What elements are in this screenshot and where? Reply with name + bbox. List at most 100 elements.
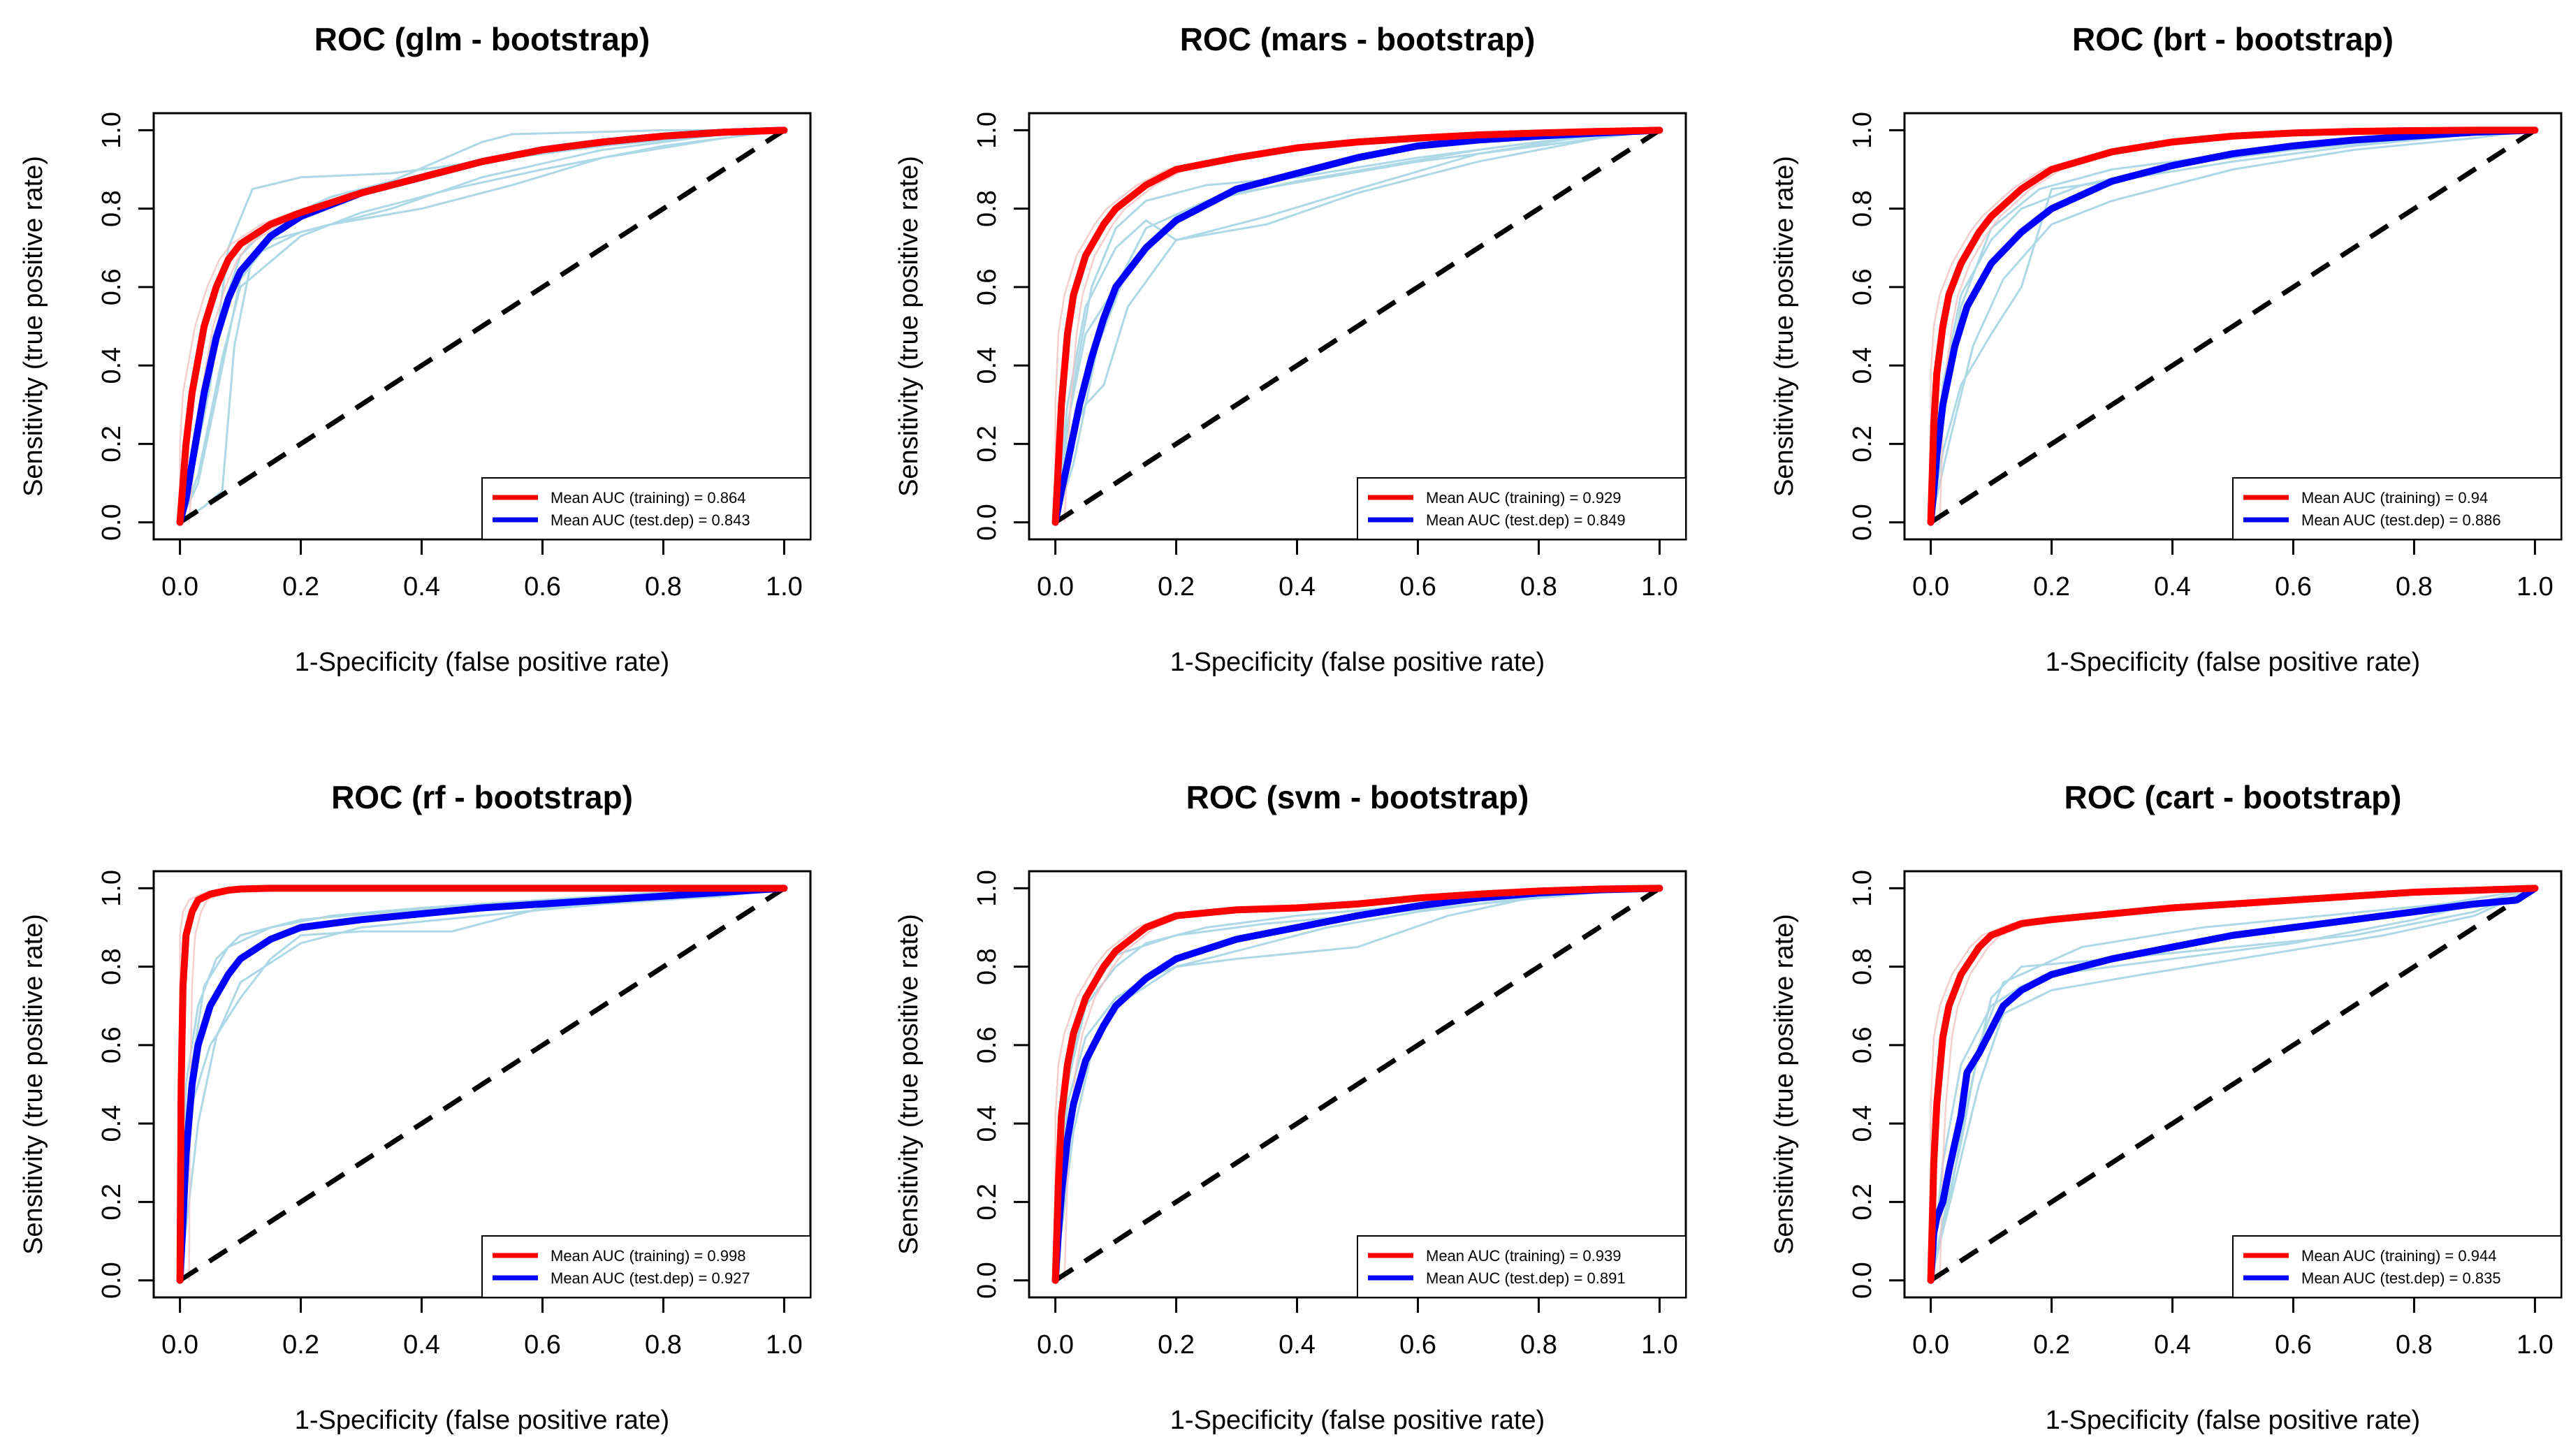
mean-training-curve [1051,884,1663,1284]
mean-test-curve [176,884,788,1284]
x-tick-label: 0.2 [1158,572,1195,602]
legend-box [1357,477,1687,540]
bootstrap-curve [179,887,785,1281]
roc-panel-2: ROC (brt - bootstrap) 0.0 0.2 0.4 0.6 0.8 1.0 1… [1770,21,2563,677]
y-tick-label: 0.4 [1848,1105,1877,1142]
diagonal-reference-line [178,886,786,1283]
x-axis-label: 1-Specificity (false positive rate) [1170,648,1545,677]
x-tick-label: 0.8 [645,572,682,602]
y-tick-label: 1.0 [973,870,1002,907]
chart-title: ROC (mars - bootstrap) [1180,21,1536,57]
legend-entry: Mean AUC (training) = 0.929 [1426,489,1621,507]
y-tick-label: 0.4 [973,1105,1002,1142]
legend-entry: Mean AUC (training) = 0.998 [551,1247,745,1265]
chart-title: ROC (rf - bootstrap) [331,779,633,815]
x-tick-label: 0.0 [1037,1330,1074,1360]
x-tick-label: 0.0 [161,1330,198,1360]
y-axis-label: Sensitivity (true positive rate) [894,914,924,1255]
y-axis-label: Sensitivity (true positive rate) [894,156,924,497]
x-tick-label: 0.8 [1520,572,1557,602]
legend-entry: Mean AUC (training) = 0.864 [551,489,745,507]
y-tick-label: 0.8 [97,948,126,985]
legend-box [2232,477,2562,540]
x-tick-label: 0.6 [2275,1330,2312,1360]
diagonal-reference-line [1929,886,2537,1283]
y-tick-label: 0.6 [97,268,126,305]
y-tick-label: 0.6 [973,1026,1002,1063]
x-tick-label: 1.0 [1641,1330,1678,1360]
y-axis-label: Sensitivity (true positive rate) [19,914,48,1255]
y-tick-label: 0.8 [1848,190,1877,227]
legend-box [2232,1235,2562,1298]
bootstrap-curve [1930,129,2535,523]
chart-title: ROC (cart - bootstrap) [2064,779,2402,815]
legend-box [481,477,811,540]
x-axis-label: 1-Specificity (false positive rate) [295,648,669,677]
bootstrap-curve [179,129,785,523]
y-tick-label: 1.0 [1848,870,1877,907]
y-axis-label: Sensitivity (true positive rate) [19,156,48,497]
y-tick-label: 0.2 [1848,1184,1877,1221]
x-tick-label: 0.2 [1158,1330,1195,1360]
x-axis-label: 1-Specificity (false positive rate) [2046,1406,2420,1435]
mean-training-curve [1051,126,1663,526]
x-tick-label: 0.0 [1912,572,1949,602]
x-tick-label: 0.6 [524,1330,561,1360]
roc-panel-1: ROC (mars - bootstrap) 0.0 0.2 0.4 0.6 0.8 1.0… [894,21,1687,677]
x-tick-label: 0.2 [282,1330,319,1360]
y-tick-label: 0.2 [1848,425,1877,463]
x-tick-label: 1.0 [2517,572,2554,602]
x-tick-label: 0.4 [2154,1330,2191,1360]
diagonal-reference-line [1929,128,2537,525]
roc-panel-4: ROC (svm - bootstrap) 0.0 0.2 0.4 0.6 0.8 1.0 1… [894,779,1687,1435]
legend-box [481,1235,811,1298]
y-tick-label: 0.6 [973,268,1002,305]
x-tick-label: 0.0 [1037,572,1074,602]
mean-test-curve [1051,126,1663,526]
legend-entry: Mean AUC (test.dep) = 0.891 [1426,1269,1626,1287]
y-tick-label: 0.6 [1848,1026,1877,1063]
x-axis-label: 1-Specificity (false positive rate) [1170,1406,1545,1435]
bootstrap-curve [1930,129,2535,523]
roc-panel-3: ROC (rf - bootstrap) 0.0 0.2 0.4 0.6 0.8 1.0 1-… [19,779,812,1435]
y-tick-label: 0.2 [973,1184,1002,1221]
bootstrap-curve [1930,129,2535,523]
y-tick-label: 0.0 [973,1262,1002,1299]
x-tick-label: 1.0 [766,1330,803,1360]
mean-training-curve [176,126,788,526]
x-tick-label: 1.0 [1641,572,1678,602]
bootstrap-curve [1930,887,2535,1281]
x-tick-label: 0.0 [1912,1330,1949,1360]
chart-title: ROC (svm - bootstrap) [1186,779,1529,815]
legend-entry: Mean AUC (training) = 0.94 [2301,489,2488,507]
y-tick-label: 1.0 [1848,112,1877,149]
bootstrap-curve [1054,887,1660,1281]
roc-panel-0: ROC (glm - bootstrap) 0.0 0.2 0.4 0.6 0.8 1.0 1… [19,21,812,677]
y-tick-label: 1.0 [973,112,1002,149]
x-axis-label: 1-Specificity (false positive rate) [2046,648,2420,677]
mean-test-curve [1051,884,1663,1284]
y-tick-label: 0.8 [973,948,1002,985]
x-tick-label: 0.2 [2033,572,2070,602]
diagonal-reference-line [1054,128,1661,525]
diagonal-reference-line [178,128,786,525]
y-tick-label: 1.0 [97,870,126,907]
mean-training-curve [176,884,788,1284]
legend-box [1357,1235,1687,1298]
x-tick-label: 0.6 [524,572,561,602]
x-tick-label: 0.8 [645,1330,682,1360]
x-tick-label: 0.6 [1399,572,1436,602]
y-tick-label: 0.4 [97,347,126,384]
y-tick-label: 0.4 [97,1105,126,1142]
legend-entry: Mean AUC (test.dep) = 0.886 [2301,511,2501,529]
y-tick-label: 0.4 [1848,347,1877,384]
y-axis-label: Sensitivity (true positive rate) [1770,914,1799,1255]
y-tick-label: 0.0 [1848,1262,1877,1299]
x-axis-label: 1-Specificity (false positive rate) [295,1406,669,1435]
legend-entry: Mean AUC (test.dep) = 0.843 [551,511,750,529]
x-tick-label: 0.2 [2033,1330,2070,1360]
x-tick-label: 0.8 [1520,1330,1557,1360]
y-tick-label: 0.0 [1848,504,1877,541]
x-tick-label: 0.6 [1399,1330,1436,1360]
